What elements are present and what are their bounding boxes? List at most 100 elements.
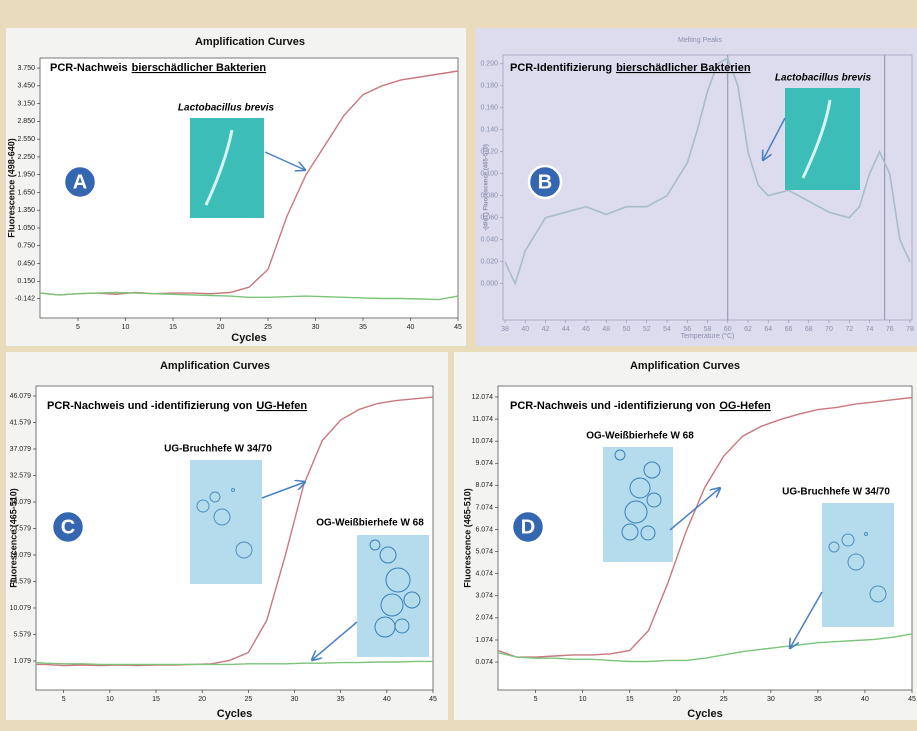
subtitle: PCR-Nachweis und -identifizierung vonUG-… — [47, 400, 307, 412]
panel-letter: C — [61, 516, 75, 538]
x-tick-label: 25 — [244, 696, 252, 703]
x-tick-label: 44 — [562, 326, 570, 333]
x-tick-label: 42 — [542, 326, 550, 333]
subtitle-part: UG-Hefen — [256, 400, 307, 412]
y-tick-label: 1.950 — [17, 172, 35, 179]
y-tick-label: 3.074 — [475, 593, 493, 600]
y-tick-label: 8.074 — [475, 482, 493, 489]
x-tick-label: 45 — [429, 696, 437, 703]
chart-title: Amplification Curves — [630, 360, 740, 372]
y-tick-label: 3.450 — [17, 83, 35, 90]
y-tick-label: 0.450 — [17, 260, 35, 267]
series-label: UG-Bruchhefe W 34/70 — [164, 444, 272, 455]
y-tick-label: 1.079 — [13, 658, 31, 665]
x-tick-label: 30 — [291, 696, 299, 703]
y-tick-label: 1.074 — [475, 637, 493, 644]
subtitle-part: PCR-Nachweis und -identifizierung von — [510, 400, 716, 412]
y-tick-label: 0.040 — [480, 237, 498, 244]
y-tick-label: -0.142 — [15, 295, 35, 302]
chart-title: Melting Peaks — [678, 37, 722, 44]
y-tick-label: 4.074 — [475, 571, 493, 578]
x-tick-label: 45 — [908, 696, 916, 703]
subtitle-part: PCR-Nachweis und -identifizierung von — [47, 400, 253, 412]
x-tick-label: 35 — [359, 324, 367, 331]
x-tick-label: 20 — [217, 324, 225, 331]
x-tick-label: 35 — [337, 696, 345, 703]
x-tick-label: 62 — [744, 326, 752, 333]
image-a — [190, 118, 264, 218]
x-tick-label: 15 — [169, 324, 177, 331]
panel-letter: A — [73, 171, 87, 193]
subtitle-part: OG-Hefen — [719, 400, 771, 412]
x-tick-label: 64 — [764, 326, 772, 333]
x-tick-label: 25 — [720, 696, 728, 703]
y-tick-label: 0.200 — [480, 61, 498, 68]
x-tick-label: 56 — [683, 326, 691, 333]
x-axis-label: Temperature (°C) — [681, 332, 735, 340]
x-tick-label: 15 — [626, 696, 634, 703]
x-tick-label: 5 — [62, 696, 66, 703]
y-tick-label: 41.579 — [10, 419, 32, 426]
subtitle: PCR-Nachweis bierschädlicher Bakterien — [50, 62, 266, 74]
x-tick-label: 40 — [383, 696, 391, 703]
x-tick-label: 38 — [501, 326, 509, 333]
x-tick-label: 68 — [805, 326, 813, 333]
x-tick-label: 76 — [886, 326, 894, 333]
x-tick-label: 15 — [152, 696, 160, 703]
x-tick-label: 10 — [122, 324, 130, 331]
image-c2 — [357, 535, 429, 657]
x-tick-label: 54 — [663, 326, 671, 333]
y-tick-label: 1.350 — [17, 207, 35, 214]
y-tick-label: 37.079 — [10, 446, 32, 453]
panel-letter: D — [521, 516, 535, 538]
subtitle-part: PCR-Nachweis — [50, 62, 128, 74]
series-label: OG-Weißbierhefe W 68 — [316, 518, 424, 529]
x-tick-label: 30 — [767, 696, 775, 703]
y-tick-label: 3.750 — [17, 65, 35, 72]
x-tick-label: 72 — [845, 326, 853, 333]
y-tick-label: 0.020 — [480, 259, 498, 266]
x-tick-label: 35 — [814, 696, 822, 703]
y-tick-label: 5.579 — [13, 631, 31, 638]
y-axis-label: Fluorescence (465-510) — [462, 488, 472, 588]
y-tick-label: 10.079 — [10, 605, 32, 612]
y-tick-label: 11.074 — [472, 416, 493, 423]
y-tick-label: 46.079 — [10, 393, 32, 400]
y-tick-label: 5.074 — [475, 548, 493, 555]
x-tick-label: 60 — [724, 326, 732, 333]
x-tick-label: 20 — [198, 696, 206, 703]
figure: 3.7503.4503.1502.8502.5502.2501.9501.650… — [0, 0, 917, 731]
y-tick-label: 0.160 — [480, 105, 498, 112]
y-tick-label: 0.180 — [480, 83, 498, 90]
x-tick-label: 40 — [407, 324, 415, 331]
x-tick-label: 45 — [454, 324, 462, 331]
x-tick-label: 40 — [521, 326, 529, 333]
series-label: Lactobacillus brevis — [775, 73, 872, 84]
y-axis-label: Fluorescence (498-640) — [6, 138, 16, 238]
y-tick-label: 2.850 — [17, 118, 35, 125]
y-axis-label: Fluorescence (465-510) — [8, 488, 18, 588]
series-label: OG-Weißbierhefe W 68 — [586, 431, 694, 442]
series-label: UG-Bruchhefe W 34/70 — [782, 487, 890, 498]
x-tick-label: 66 — [785, 326, 793, 333]
subtitle-part: bierschädlicher Bakterien — [132, 62, 267, 74]
x-tick-label: 20 — [673, 696, 681, 703]
x-tick-label: 5 — [534, 696, 538, 703]
x-tick-label: 40 — [861, 696, 869, 703]
y-tick-label: 1.650 — [17, 189, 35, 196]
panel-letter: B — [538, 171, 552, 193]
y-tick-label: 2.550 — [17, 136, 35, 143]
chart-title: Amplification Curves — [195, 36, 305, 48]
x-tick-label: 5 — [76, 324, 80, 331]
x-axis-label: Cycles — [687, 708, 722, 720]
image-c1 — [190, 460, 262, 584]
subtitle-part: PCR-Identifizierung — [510, 62, 612, 74]
y-tick-label: 2.250 — [17, 154, 35, 161]
y-tick-label: 10.074 — [472, 438, 494, 445]
x-tick-label: 46 — [582, 326, 590, 333]
y-tick-label: 2.074 — [475, 615, 493, 622]
x-tick-label: 30 — [312, 324, 320, 331]
page: {"chart_data": [ {"type": "line", "title… — [0, 0, 917, 731]
